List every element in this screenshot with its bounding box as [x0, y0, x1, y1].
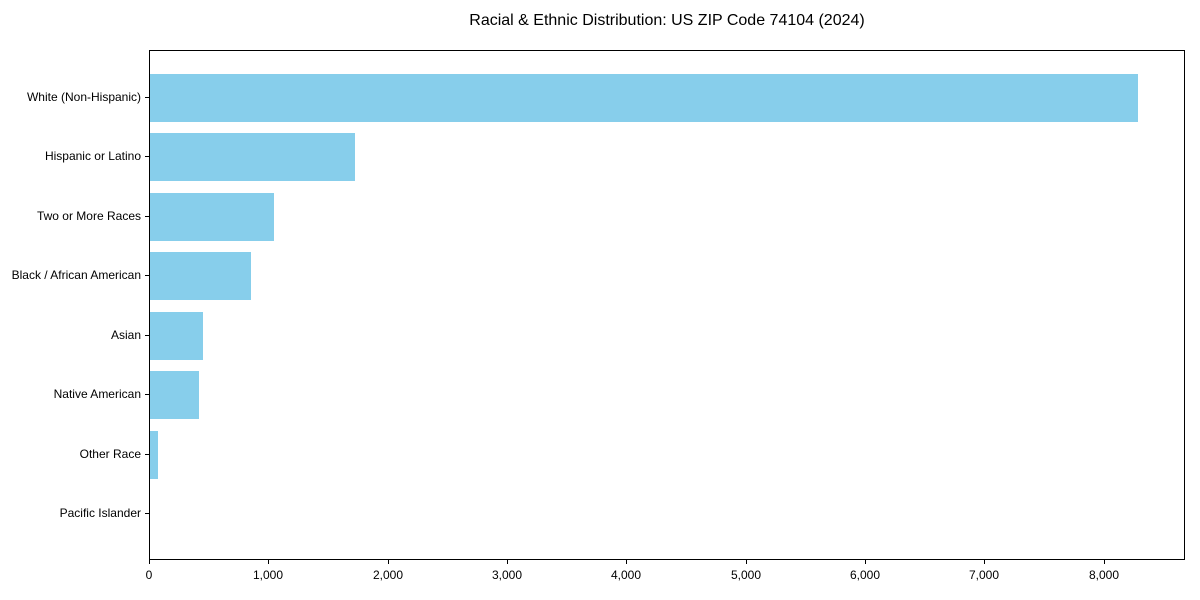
x-tick-label: 7,000	[968, 568, 1000, 582]
x-tick-mark	[746, 560, 747, 564]
y-tick-mark	[145, 454, 149, 455]
bar-hispanic-or-latino	[150, 133, 355, 182]
y-tick-mark	[145, 216, 149, 217]
bar-two-or-more-races	[150, 192, 274, 241]
bar-white-non-hispanic	[150, 73, 1138, 122]
x-tick-mark	[865, 560, 866, 564]
x-tick-label: 4,000	[610, 568, 642, 582]
x-tick-mark	[268, 560, 269, 564]
bar-native-american	[150, 371, 199, 420]
y-tick-mark	[145, 156, 149, 157]
y-tick-mark	[145, 513, 149, 514]
y-tick-label: Pacific Islander	[59, 506, 141, 520]
plot-area	[149, 50, 1185, 560]
y-tick-mark	[145, 335, 149, 336]
y-tick-label: Asian	[110, 328, 141, 342]
x-tick-mark	[984, 560, 985, 564]
x-tick-mark	[149, 560, 150, 564]
x-tick-label: 3,000	[491, 568, 523, 582]
y-tick-label: Black / African American	[11, 268, 141, 282]
x-tick-label: 2,000	[372, 568, 404, 582]
x-tick-mark	[388, 560, 389, 564]
x-tick-label: 8,000	[1088, 568, 1120, 582]
y-tick-mark	[145, 97, 149, 98]
y-tick-label: Two or More Races	[36, 209, 141, 223]
y-tick-label: Hispanic or Latino	[44, 149, 141, 163]
x-tick-mark	[626, 560, 627, 564]
x-tick-mark	[507, 560, 508, 564]
x-tick-label: 6,000	[849, 568, 881, 582]
bar-black-african-american	[150, 252, 251, 301]
y-tick-label: White (Non-Hispanic)	[26, 90, 141, 104]
y-tick-mark	[145, 394, 149, 395]
x-tick-label: 1,000	[252, 568, 284, 582]
x-tick-label: 5,000	[730, 568, 762, 582]
y-tick-label: Native American	[53, 387, 141, 401]
x-tick-label: 0	[145, 568, 153, 582]
y-tick-mark	[145, 275, 149, 276]
bar-other-race	[150, 430, 158, 479]
x-tick-mark	[1104, 560, 1105, 564]
bar-asian	[150, 311, 203, 360]
chart-title: Racial & Ethnic Distribution: US ZIP Cod…	[469, 12, 865, 29]
y-tick-label: Other Race	[79, 447, 141, 461]
